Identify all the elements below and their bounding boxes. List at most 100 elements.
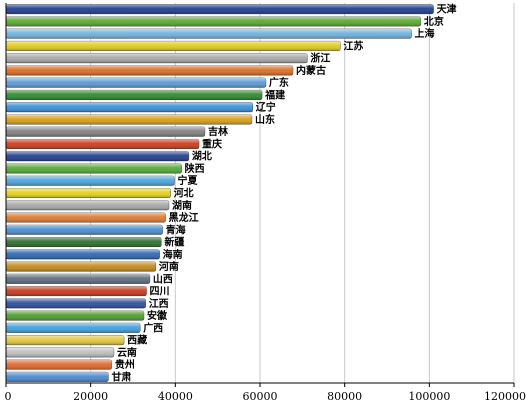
bar xyxy=(5,212,166,223)
x-tick-label: 40000 xyxy=(158,390,193,401)
x-tick-label: 60000 xyxy=(243,390,278,401)
bar xyxy=(5,16,422,27)
bar xyxy=(5,126,206,137)
bar-category-label: 青海 xyxy=(166,223,186,236)
bar-highlight xyxy=(6,28,412,39)
bar xyxy=(5,77,267,88)
bar-highlight xyxy=(6,139,200,149)
bar-highlight xyxy=(6,249,160,260)
bar xyxy=(5,151,190,162)
bar-category-label: 湖北 xyxy=(192,150,212,163)
bar-highlight xyxy=(6,126,205,137)
bar-highlight xyxy=(6,359,112,370)
bar-category-label: 甘肃 xyxy=(111,370,131,383)
bar-highlight xyxy=(6,188,171,198)
bar xyxy=(5,249,160,260)
bar-category-label: 天津 xyxy=(437,3,457,16)
bar xyxy=(5,175,175,186)
bar-highlight xyxy=(6,237,162,247)
bar-category-label: 吉林 xyxy=(208,125,229,138)
bar xyxy=(5,40,341,51)
bar xyxy=(5,114,253,125)
bar xyxy=(5,4,434,15)
bar-highlight xyxy=(6,224,163,235)
bar-highlight xyxy=(6,114,252,125)
bar-category-label: 西藏 xyxy=(127,334,147,347)
bar xyxy=(5,371,109,382)
bar-category-label: 浙江 xyxy=(310,52,330,65)
bar xyxy=(5,335,125,346)
bar xyxy=(5,359,113,370)
bar-category-label: 北京 xyxy=(424,15,444,28)
bar xyxy=(5,237,162,248)
bar xyxy=(5,347,115,358)
bar-highlight xyxy=(6,163,182,174)
bar-category-label: 宁夏 xyxy=(177,174,198,187)
bars xyxy=(5,4,434,382)
bar xyxy=(5,102,254,113)
bar-highlight xyxy=(6,335,125,345)
bar-category-label: 四川 xyxy=(150,286,170,298)
bar-category-label: 黑龙江 xyxy=(169,211,199,224)
bar xyxy=(5,188,171,198)
bar-highlight xyxy=(6,90,263,100)
bar-category-label: 云南 xyxy=(117,346,137,359)
bar xyxy=(5,89,263,100)
bar-category-label: 广西 xyxy=(143,321,163,334)
x-tick-label: 80000 xyxy=(327,390,362,401)
bar-highlight xyxy=(6,286,147,296)
bar-highlight xyxy=(6,77,266,88)
x-tick-label: 120000 xyxy=(484,390,526,401)
bar-highlight xyxy=(6,310,145,321)
bar-category-label: 内蒙古 xyxy=(296,64,326,77)
bar-highlight xyxy=(6,175,175,186)
bar xyxy=(5,261,157,272)
bar-highlight xyxy=(6,200,169,211)
bar-category-label: 山西 xyxy=(153,272,173,285)
x-tick-label: 20000 xyxy=(73,390,108,401)
bar-category-label: 广东 xyxy=(269,76,289,89)
bar-category-label: 河南 xyxy=(159,260,179,273)
bar xyxy=(5,224,163,235)
bar xyxy=(5,28,412,39)
bar-category-label: 江苏 xyxy=(343,39,363,52)
bar-category-label: 贵州 xyxy=(115,358,135,371)
bar xyxy=(5,53,308,64)
bar-category-label: 福建 xyxy=(264,88,286,101)
bar xyxy=(5,286,147,297)
bar-highlight xyxy=(6,16,421,27)
bar-highlight xyxy=(6,298,146,309)
bar-category-label: 新疆 xyxy=(164,236,184,249)
bar-highlight xyxy=(6,274,150,284)
bar xyxy=(5,310,145,321)
bar xyxy=(5,163,182,174)
x-tick-label: 0 xyxy=(5,390,12,401)
bar-category-label: 河北 xyxy=(174,187,194,200)
bar xyxy=(5,200,170,211)
bar-highlight xyxy=(6,347,114,358)
bar-highlight xyxy=(6,102,253,112)
bar-highlight xyxy=(6,53,308,63)
bar-category-label: 江西 xyxy=(149,297,169,310)
bar-category-label: 山东 xyxy=(255,113,275,126)
bar xyxy=(5,65,294,76)
bar-category-label: 海南 xyxy=(163,248,183,261)
bar-labels: 天津北京上海江苏浙江内蒙古广东福建辽宁山东吉林重庆湖北陕西宁夏河北湖南黑龙江青海… xyxy=(111,3,456,384)
bar-category-label: 陕西 xyxy=(185,162,205,175)
bar xyxy=(5,138,200,149)
bar-category-label: 重庆 xyxy=(202,137,222,150)
bar-highlight xyxy=(6,212,166,223)
bar-highlight xyxy=(6,41,341,51)
bar-highlight xyxy=(6,151,189,162)
bar-highlight xyxy=(6,4,434,14)
bar xyxy=(5,273,151,284)
bar-category-label: 上海 xyxy=(415,27,435,40)
bar-highlight xyxy=(6,372,109,382)
bar xyxy=(5,322,141,333)
bar-category-label: 安徽 xyxy=(147,309,168,322)
x-axis-ticks: 0 20000 40000 60000 80000 100000 120000 xyxy=(5,383,526,401)
bar-category-label: 湖南 xyxy=(172,199,192,212)
bar-category-label: 辽宁 xyxy=(256,101,276,114)
bar-highlight xyxy=(6,261,156,272)
